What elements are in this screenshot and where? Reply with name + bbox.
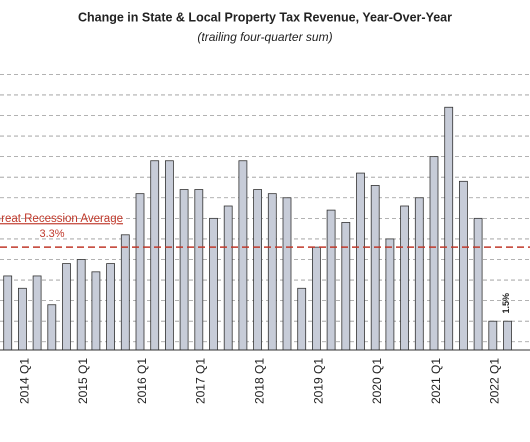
bar (135, 193, 145, 351)
x-tick-label: 2022 Q1 (488, 358, 502, 404)
x-tick-label: 2019 Q1 (311, 358, 325, 404)
bar (17, 287, 27, 351)
bar (164, 160, 174, 351)
bar (76, 259, 86, 351)
bar (370, 185, 380, 351)
bar (179, 189, 189, 351)
bar (414, 197, 424, 351)
x-tick-label: 2018 Q1 (252, 358, 266, 404)
chart-title: Change in State & Local Property Tax Rev… (78, 10, 452, 24)
bar (62, 263, 71, 351)
bar (267, 193, 277, 351)
x-tick-label: 2020 Q1 (370, 358, 384, 404)
bar (47, 304, 57, 351)
bar (400, 205, 410, 351)
bar (473, 217, 483, 351)
bar (209, 217, 218, 351)
bar (282, 197, 292, 351)
x-tick-label: 2016 Q1 (135, 358, 149, 404)
bar (458, 180, 468, 351)
bar (150, 160, 160, 351)
reference-label: Pre-Great Recession Average (0, 213, 123, 225)
bar (223, 205, 233, 351)
bar (194, 189, 204, 351)
bar (32, 275, 42, 351)
reference-value-label: 3.3% (39, 228, 64, 240)
bar (429, 156, 439, 351)
value-label: 1.5% (501, 293, 511, 314)
bar (503, 320, 512, 351)
bar (444, 106, 454, 351)
bar (120, 234, 130, 351)
bar (238, 160, 248, 351)
bar (341, 222, 351, 351)
bar (106, 263, 115, 351)
x-tick-label: 2021 Q1 (429, 358, 443, 404)
bar (297, 287, 307, 351)
x-tick-label: 2014 Q1 (17, 358, 31, 404)
bar (326, 209, 336, 351)
bar (311, 246, 321, 351)
chart-subtitle: (trailing four-quarter sum) (197, 30, 332, 44)
bar (488, 320, 498, 351)
bar (91, 271, 101, 351)
bar (356, 172, 365, 351)
x-tick-label: 2015 Q1 (76, 358, 90, 404)
bar (385, 238, 395, 351)
x-tick-label: 2017 Q1 (194, 358, 208, 404)
bar (253, 189, 263, 351)
bar (3, 275, 13, 351)
